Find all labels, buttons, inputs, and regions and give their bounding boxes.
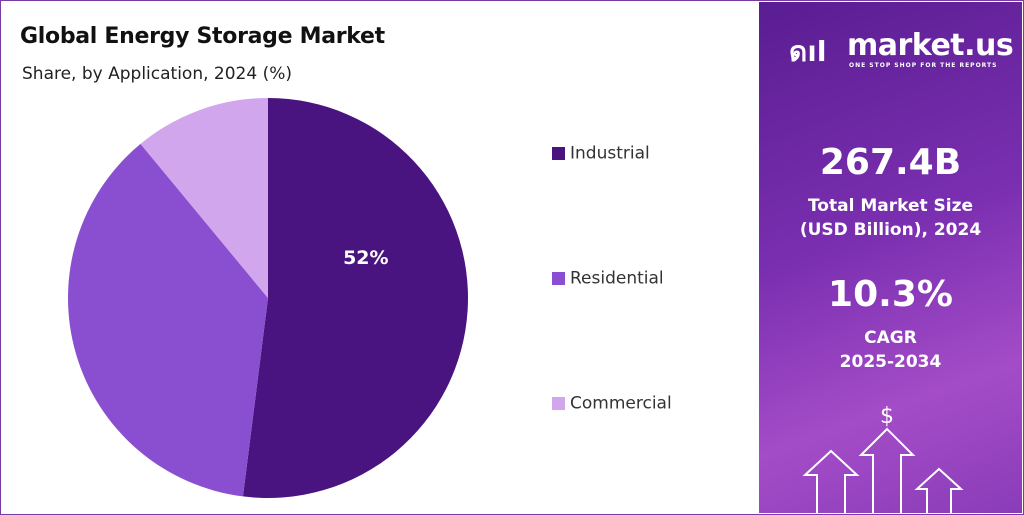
legend-label: Commercial (570, 393, 672, 414)
market-size-unit: (USD Billion), 2024 (799, 220, 982, 240)
legend-swatch (552, 397, 565, 410)
legend-swatch (552, 272, 565, 285)
cagr-label: CAGR (864, 328, 917, 348)
data-label: 52% (343, 247, 388, 269)
dollar-icon: $ (880, 404, 894, 429)
legend-label: Industrial (570, 143, 650, 164)
cagr-period: 2025-2034 (839, 352, 942, 372)
cagr-value: 10.3% (828, 274, 953, 315)
logo-tagline: ONE STOP SHOP FOR THE REPORTS (849, 62, 998, 69)
legend-item-industrial: Industrial (552, 143, 650, 164)
chart-title: Global Energy Storage Market (20, 24, 385, 49)
logo-mark-icon: ดוl (789, 35, 827, 68)
legend-item-residential: Residential (552, 268, 664, 289)
market-size-label: Total Market Size (807, 196, 974, 216)
pie-slice-industrial (242, 98, 469, 498)
pie-slice-residential (68, 143, 268, 497)
stats-panel: ดוl market.us ONE STOP SHOP FOR THE REPO… (759, 2, 1022, 513)
pie-chart: 52% (68, 98, 469, 498)
up-arrows-icon: $ (802, 404, 964, 513)
chart-panel: Global Energy Storage Market Share, by A… (2, 2, 758, 513)
legend-swatch (552, 147, 565, 160)
pie-slice-commercial (140, 98, 268, 298)
chart-subtitle: Share, by Application, 2024 (%) (22, 64, 292, 84)
legend-item-commercial: Commercial (552, 393, 672, 414)
logo-name: market.us (847, 28, 1014, 63)
legend-label: Residential (570, 268, 664, 289)
market-size-value: 267.4B (819, 142, 962, 183)
